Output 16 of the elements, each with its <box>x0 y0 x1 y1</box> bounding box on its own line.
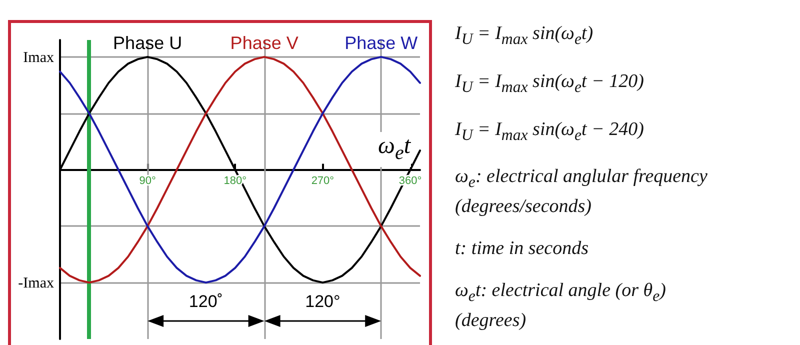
text: t: time in seconds <box>455 237 590 262</box>
x-tick-label: 90° <box>139 174 156 187</box>
text: ω$_{e}$: electrical anglular frequency (degrees/seconds) <box>455 165 708 220</box>
text: I$_{U}$ = I$_{max}$ sin(ω$_{e}$t − 120) <box>455 70 645 98</box>
x-tick-label: 270° <box>311 174 334 187</box>
text: I$_{U}$ = I$_{max}$ sin(ω$_{e}$t − 240) <box>455 118 645 146</box>
series-label: Phase U <box>113 32 182 53</box>
series-label: Phase V <box>230 32 298 53</box>
x-axis-title: ω$_{e}$t <box>378 132 411 167</box>
text: Imax <box>23 50 54 66</box>
text: I$_{U}$ = I$_{max}$ sin(ω$_{e}$t) <box>455 22 594 50</box>
text: -Imax <box>18 276 54 292</box>
series-label: Phase W <box>344 32 418 53</box>
text: 120° <box>305 292 340 311</box>
text: ω$_{e}$t: electrical angle (or θ$_{e}$) (degrees) <box>455 280 666 331</box>
text: 120˚ <box>188 292 223 311</box>
